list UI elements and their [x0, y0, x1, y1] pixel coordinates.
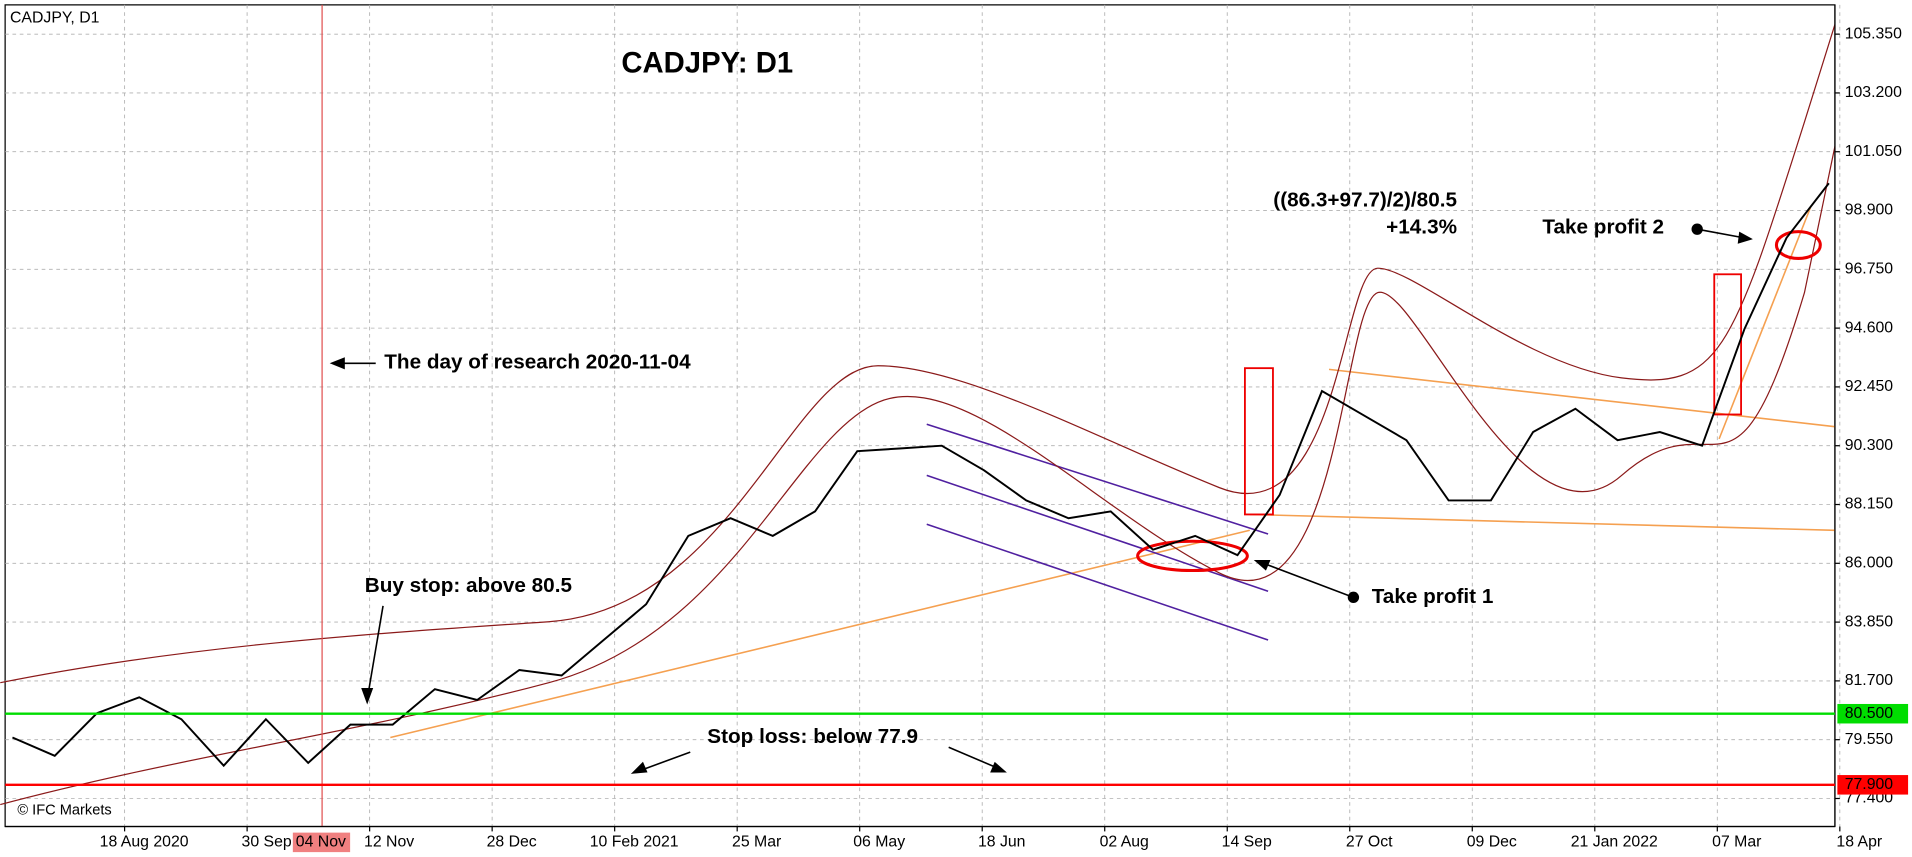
x-tick-label: 18 Apr — [1836, 834, 1882, 851]
x-tick-label: 18 Jun — [978, 834, 1026, 851]
arrowhead — [329, 357, 345, 370]
x-tick-label: 07 Mar — [1712, 834, 1762, 851]
y-tick-label: 79.550 — [1845, 731, 1894, 748]
symbol-label: CADJPY, D1 — [10, 9, 100, 26]
arrow-dot — [1347, 591, 1360, 604]
y-tick-label: 94.600 — [1845, 319, 1894, 336]
y-tick-label: 90.300 — [1845, 437, 1894, 454]
copyright: © IFC Markets — [17, 803, 111, 819]
arrowhead — [361, 687, 374, 705]
trend-line — [1249, 513, 1835, 532]
x-tick-label: 28 Dec — [487, 834, 537, 851]
research-label: 04 Nov — [296, 834, 346, 851]
plot-frame — [4, 4, 1836, 828]
x-tick-label: 09 Dec — [1467, 834, 1517, 851]
target-box — [1244, 367, 1274, 516]
channel-line — [926, 523, 1269, 641]
annotation: Take profit 2 — [1542, 215, 1664, 238]
y-tick-label: 86.000 — [1845, 554, 1894, 571]
arrow-dot — [1691, 223, 1703, 235]
x-tick-label: 21 Jan 2022 — [1571, 834, 1658, 851]
arrowhead — [1737, 231, 1753, 244]
annotation: Stop loss: below 77.9 — [707, 725, 918, 748]
arrow — [1262, 562, 1354, 599]
channel-line — [926, 423, 1269, 535]
level-label-bg — [1837, 703, 1909, 724]
chart-title: CADJPY: D1 — [621, 47, 793, 79]
channel-line — [926, 474, 1269, 592]
research-label-bg — [292, 832, 351, 853]
level-label: 80.500 — [1845, 705, 1894, 722]
trend-line — [1718, 206, 1812, 440]
x-tick-label: 30 Sep — [242, 834, 292, 851]
x-tick-label: 14 Sep — [1222, 834, 1272, 851]
level-label: 77.900 — [1845, 776, 1894, 793]
arrowhead — [990, 761, 1007, 773]
y-tick-label: 83.850 — [1845, 613, 1894, 630]
band — [0, 24, 1836, 684]
y-tick-label: 103.200 — [1845, 84, 1902, 101]
arrow — [367, 605, 384, 693]
arrow — [639, 751, 691, 772]
x-tick-label: 06 May — [853, 834, 905, 851]
x-tick-label: 12 Nov — [364, 834, 414, 851]
x-tick-label: 27 Oct — [1346, 834, 1393, 851]
arrowhead — [630, 761, 648, 774]
y-tick-label: 98.900 — [1845, 202, 1894, 219]
arrow — [948, 746, 998, 769]
y-tick-label: 92.450 — [1845, 378, 1894, 395]
price-line — [12, 182, 1830, 768]
band — [0, 146, 1836, 806]
x-tick-label: 18 Aug 2020 — [100, 834, 189, 851]
target-ellipse — [1774, 230, 1822, 260]
annotation: Buy stop: above 80.5 — [365, 574, 572, 597]
y-tick-label: 88.150 — [1845, 496, 1894, 513]
arrow — [1697, 228, 1744, 239]
annotation: ((86.3+97.7)/2)/80.5 — [1273, 189, 1457, 212]
y-tick-label: 96.750 — [1845, 261, 1894, 278]
x-tick-label: 10 Feb 2021 — [590, 834, 679, 851]
x-tick-label: 02 Aug — [1100, 834, 1149, 851]
marks — [12, 182, 1830, 768]
trend-line — [390, 529, 1250, 739]
trend-lines — [0, 24, 1836, 806]
y-tick-label: 101.050 — [1845, 143, 1902, 160]
x-tick-label: 25 Mar — [732, 834, 782, 851]
target-box — [1713, 273, 1742, 416]
annotation: The day of research 2020-11-04 — [384, 351, 691, 374]
y-tick-label: 81.700 — [1845, 672, 1894, 689]
y-tick-label: 105.350 — [1845, 25, 1902, 42]
level-label-bg — [1837, 775, 1909, 795]
target-ellipse — [1136, 539, 1249, 573]
arrowhead — [1253, 559, 1271, 571]
annotation: Take profit 1 — [1372, 585, 1494, 608]
annotation: +14.3% — [1386, 215, 1457, 238]
grid — [5, 4, 1841, 827]
trend-line — [1328, 368, 1836, 428]
arrows — [329, 223, 1753, 774]
